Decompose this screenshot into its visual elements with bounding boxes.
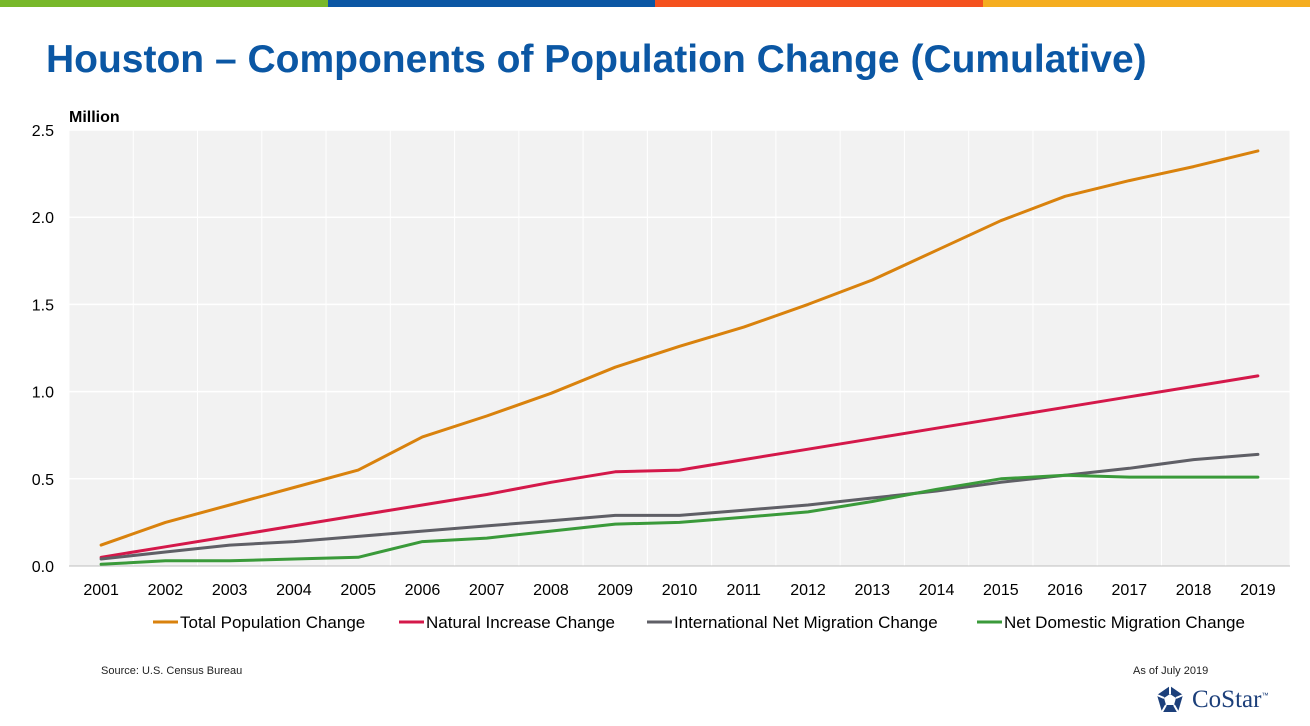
source-note: Source: U.S. Census Bureau bbox=[101, 665, 243, 677]
x-tick-label: 2009 bbox=[597, 582, 633, 599]
x-tick-label: 2008 bbox=[533, 582, 569, 599]
legend-label: Net Domestic Migration Change bbox=[1004, 613, 1245, 632]
x-tick-label: 2007 bbox=[469, 582, 505, 599]
x-tick-label: 2014 bbox=[919, 582, 955, 599]
logo-text: CoStar™ bbox=[1192, 686, 1268, 714]
legend-label: International Net Migration Change bbox=[674, 613, 938, 632]
x-tick-label: 2019 bbox=[1240, 582, 1276, 599]
x-tick-label: 2003 bbox=[212, 582, 248, 599]
series-line bbox=[99, 473, 1260, 566]
x-tick-label: 2012 bbox=[790, 582, 826, 599]
x-tick-label: 2004 bbox=[276, 582, 312, 599]
y-tick-label: 1.5 bbox=[32, 297, 54, 314]
x-tick-label: 2016 bbox=[1047, 582, 1083, 599]
logo-trademark: ™ bbox=[1261, 692, 1269, 700]
y-tick-label: 0.5 bbox=[32, 472, 54, 489]
costar-logo: CoStar™ bbox=[1154, 684, 1268, 716]
as-of-note: As of July 2019 bbox=[1133, 665, 1209, 677]
top-bar-segment-yellow bbox=[982, 0, 1310, 7]
x-tick-label: 2015 bbox=[983, 582, 1019, 599]
x-tick-label: 2010 bbox=[662, 582, 698, 599]
top-bar-segment-blue bbox=[327, 0, 655, 7]
top-bar-segment-orange bbox=[655, 0, 983, 7]
x-tick-label: 2001 bbox=[83, 582, 119, 599]
x-tick-label: 2018 bbox=[1176, 582, 1212, 599]
x-tick-label: 2002 bbox=[148, 582, 184, 599]
top-bar-segment-green bbox=[0, 0, 328, 7]
series-line bbox=[99, 374, 1260, 559]
x-tick-label: 2013 bbox=[854, 582, 890, 599]
y-tick-label: 2.0 bbox=[32, 210, 54, 227]
y-axis-label: Million bbox=[69, 109, 120, 126]
y-tick-label: 0.0 bbox=[32, 559, 54, 576]
x-tick-label: 2017 bbox=[1112, 582, 1148, 599]
x-tick-label: 2005 bbox=[340, 582, 376, 599]
plot-area bbox=[69, 130, 1290, 566]
series-line bbox=[99, 149, 1260, 547]
logo-wordmark: CoStar bbox=[1192, 686, 1262, 713]
top-color-bar bbox=[0, 0, 1310, 7]
legend-label: Total Population Change bbox=[180, 613, 365, 632]
y-tick-label: 2.5 bbox=[32, 123, 54, 140]
x-tick-label: 2011 bbox=[727, 582, 762, 599]
line-chart: 0.0 0.5 1.0 1.5 2.0 2.5 Million 2001 2002 2003 200… bbox=[32, 109, 1291, 632]
costar-logo-mark-icon bbox=[1156, 686, 1184, 713]
x-tick-label: 2006 bbox=[405, 582, 441, 599]
legend-label: Natural Increase Change bbox=[426, 613, 615, 632]
page-title: Houston – Components of Population Chang… bbox=[46, 38, 1147, 81]
y-tick-label: 1.0 bbox=[32, 385, 54, 402]
